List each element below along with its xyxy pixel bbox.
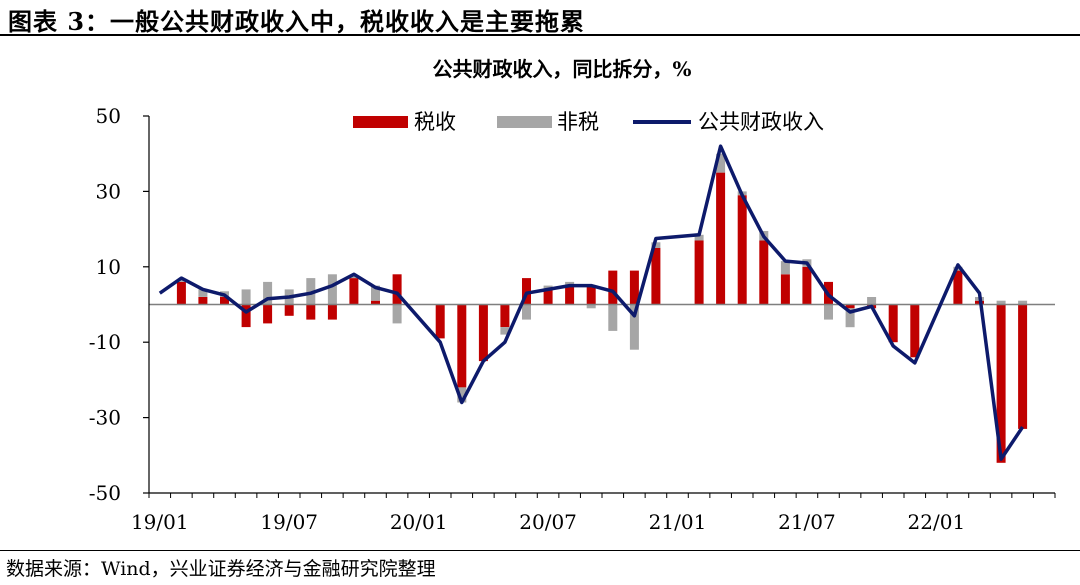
tax-bar-19/04 <box>220 297 229 305</box>
tax-bar-20/10 <box>608 270 618 305</box>
tax-bar-20/02 <box>435 304 445 339</box>
legend-total-label: 公共财政收入 <box>698 110 824 134</box>
tax-bar-21/09 <box>845 304 855 309</box>
x-tick-label-19/07: 19/07 <box>260 510 318 534</box>
tax-bar-21/03 <box>716 172 726 305</box>
x-tick-label-21/07: 21/07 <box>778 510 836 534</box>
nontax-bar-19/05 <box>241 289 251 305</box>
tax-bar-20/04 <box>478 304 488 362</box>
legend-tax-swatch <box>353 116 408 128</box>
nontax-bar-21/02 <box>694 234 704 241</box>
figure-title: 图表 3：一般公共财政收入中，税收收入是主要拖累 <box>8 7 586 36</box>
tax-bar-21/06 <box>780 274 790 305</box>
tax-bar-20/09 <box>586 285 596 305</box>
tax-bar-19/06 <box>263 304 273 324</box>
nontax-bar-20/10 <box>608 304 618 331</box>
nontax-bar-21/09 <box>845 308 855 328</box>
nontax-bar-19/10 <box>349 276 359 279</box>
nontax-bar-20/06 <box>522 304 531 320</box>
tax-bar-20/12 <box>651 247 661 305</box>
nontax-bar-20/03 <box>457 387 467 403</box>
tax-bar-19/07 <box>284 304 294 316</box>
chart-title: 公共财政收入，同比拆分，% <box>432 57 691 81</box>
tax-bar-22/04 <box>996 304 1006 463</box>
source-note: 数据来源：Wind，兴业证券经济与金融研究院整理 <box>6 558 436 580</box>
nontax-bar-19/09 <box>327 274 337 305</box>
nontax-bar-20/09 <box>586 304 596 309</box>
nontax-bar-21/03 <box>716 153 726 173</box>
bar-layer <box>176 153 1028 463</box>
tax-bar-21/07 <box>802 266 812 305</box>
line-layer <box>158 144 1025 461</box>
y-tick-label--10: -10 <box>89 330 121 354</box>
tax-bar-20/11 <box>629 270 639 305</box>
nontax-bar-19/08 <box>306 278 316 305</box>
nontax-bar-19/03 <box>198 289 208 297</box>
legend: 税收 非税 公共财政收入 <box>353 110 824 134</box>
legend-nontax-label: 非税 <box>557 110 599 134</box>
x-tick-label-20/01: 20/01 <box>390 510 448 534</box>
nontax-bar-19/06 <box>263 281 273 305</box>
tax-bar-19/12 <box>392 274 402 305</box>
y-tick-label--30: -30 <box>89 406 121 430</box>
y-tick-label-50: 50 <box>96 104 121 128</box>
total-revenue-line <box>158 144 1025 461</box>
nontax-bar-20/07 <box>543 285 553 290</box>
x-tick-label-22/01: 22/01 <box>908 510 966 534</box>
x-tick-label-20/07: 20/07 <box>519 510 577 534</box>
tax-bar-22/05 <box>1018 304 1028 429</box>
nontax-bar-20/12 <box>651 242 661 248</box>
nontax-bar-21/06 <box>780 261 790 275</box>
x-tick-label-19/01: 19/01 <box>131 510 189 534</box>
tax-bar-20/08 <box>565 285 575 305</box>
nontax-bar-19/11 <box>371 285 380 301</box>
nontax-bar-20/05 <box>500 327 510 335</box>
nontax-bar-21/10 <box>867 297 877 305</box>
nontax-bar-20/08 <box>565 281 575 286</box>
tax-bar-21/02 <box>694 240 704 305</box>
tax-bar-19/08 <box>306 304 316 320</box>
tax-bar-21/05 <box>759 240 769 305</box>
tax-bar-20/05 <box>500 304 510 328</box>
chart-area: 公共财政收入，同比拆分，% 50 30 10 -10 -30 -50 19/01 19/07 2… <box>89 57 1056 534</box>
tax-bar-21/11 <box>888 304 898 343</box>
tax-bar-19/03 <box>198 297 208 305</box>
tax-bar-20/03 <box>457 304 467 388</box>
x-tick-label-21/01: 21/01 <box>649 510 707 534</box>
source-divider <box>0 550 1080 551</box>
axes-layer: 50 30 10 -10 -30 -50 19/01 19/07 20/01 20/07 21/01… <box>89 104 1056 534</box>
tax-bar-19/10 <box>349 278 359 305</box>
tax-bar-21/04 <box>737 195 747 305</box>
nontax-bar-21/08 <box>824 304 833 320</box>
nontax-bar-22/05 <box>1018 300 1028 305</box>
tax-bar-19/09 <box>327 304 337 320</box>
tax-bar-20/07 <box>543 289 553 305</box>
y-tick-label--50: -50 <box>89 481 121 505</box>
tax-bar-20/06 <box>522 278 531 305</box>
nontax-bar-19/02 <box>176 280 186 282</box>
tax-bar-22/02 <box>953 270 963 305</box>
nontax-bar-19/12 <box>392 304 402 324</box>
legend-nontax-swatch <box>497 116 552 128</box>
title-divider <box>0 34 1080 36</box>
tax-bar-19/02 <box>176 281 186 305</box>
nontax-bar-22/04 <box>996 300 1006 305</box>
nontax-bar-20/11 <box>629 304 639 350</box>
tax-bar-21/12 <box>910 304 920 358</box>
y-tick-label-30: 30 <box>96 179 121 203</box>
y-tick-label-10: 10 <box>96 255 121 279</box>
tax-bar-19/05 <box>241 304 251 328</box>
tax-bar-19/11 <box>371 300 380 305</box>
legend-tax-label: 税收 <box>414 110 456 134</box>
